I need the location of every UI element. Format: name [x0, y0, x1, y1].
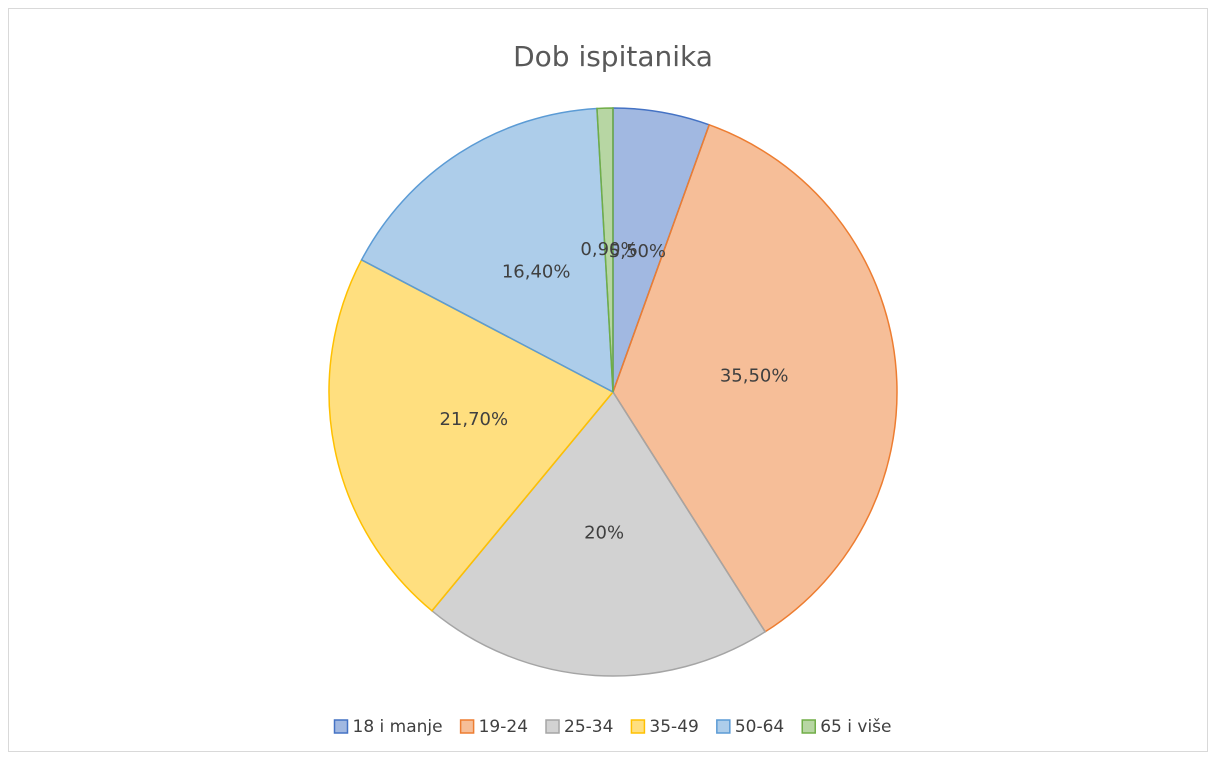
data-label: 20% [584, 523, 624, 544]
legend-swatch [801, 719, 816, 734]
pie-slice [612, 123, 898, 633]
legend-label: 18 i manje [353, 717, 443, 737]
legend-label: 65 i više [820, 717, 891, 737]
pie-slice [430, 390, 767, 677]
data-label: 0,90% [580, 239, 637, 260]
data-label: 5,50% [609, 241, 666, 262]
legend-label: 25-34 [564, 717, 613, 737]
legend-swatch [716, 719, 731, 734]
legend-swatch [545, 719, 560, 734]
pie-slice [328, 258, 615, 612]
data-label: 35,50% [720, 365, 789, 386]
legend-label: 50-64 [735, 717, 784, 737]
data-label: 16,40% [502, 262, 571, 283]
legend-swatch [333, 719, 349, 734]
legend-swatch [459, 719, 475, 734]
data-label: 21,70% [439, 409, 508, 430]
legend-label: 35-49 [649, 717, 698, 737]
legend-label: 19-24 [479, 717, 528, 737]
pie-slice [596, 107, 614, 393]
chart-title: Dob ispitanika [513, 40, 713, 73]
pie-slice [360, 107, 614, 394]
legend-swatch [630, 719, 646, 734]
